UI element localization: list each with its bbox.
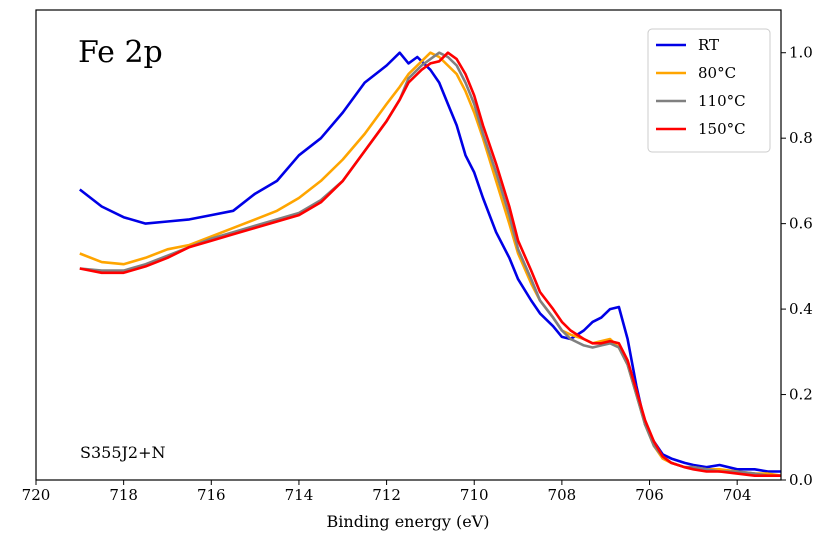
legend-label-0: RT bbox=[698, 36, 719, 54]
x-tick-label: 708 bbox=[548, 486, 577, 504]
legend-label-1: 80°C bbox=[698, 64, 736, 82]
series-line-0 bbox=[79, 51, 781, 473]
y-tick-label: 0.2 bbox=[789, 386, 813, 404]
legend-label-3: 150°C bbox=[698, 120, 746, 138]
x-axis-ticks: 720 718 716 714 712 710 708 706 704 bbox=[22, 480, 752, 504]
spectrum-title-annotation: Fe 2p bbox=[78, 35, 163, 70]
y-tick-label: 0.6 bbox=[789, 215, 813, 233]
series-line-3 bbox=[79, 51, 781, 478]
x-tick-label: 716 bbox=[197, 486, 226, 504]
x-tick-label: 710 bbox=[460, 486, 489, 504]
legend-label-2: 110°C bbox=[698, 92, 746, 110]
y-tick-label: 0.0 bbox=[789, 471, 813, 489]
y-tick-label: 0.8 bbox=[789, 129, 813, 147]
y-tick-label: 1.0 bbox=[789, 44, 813, 62]
x-tick-label: 704 bbox=[723, 486, 752, 504]
x-tick-label: 718 bbox=[109, 486, 138, 504]
x-tick-label: 712 bbox=[372, 486, 401, 504]
y-tick-label: 0.4 bbox=[789, 300, 813, 318]
x-axis-label: Binding energy (eV) bbox=[327, 512, 490, 531]
x-tick-label: 714 bbox=[285, 486, 314, 504]
series-layer bbox=[79, 51, 782, 478]
x-tick-label: 720 bbox=[22, 486, 51, 504]
y-axis-ticks: 0.0 0.2 0.4 0.6 0.8 1.0 bbox=[781, 44, 813, 489]
sample-annotation: S355J2+N bbox=[80, 443, 166, 462]
x-tick-label: 706 bbox=[635, 486, 664, 504]
legend-box bbox=[647, 28, 771, 153]
legend: RT 80°C 110°C 150°C bbox=[647, 28, 771, 153]
plot-frame bbox=[35, 9, 782, 481]
